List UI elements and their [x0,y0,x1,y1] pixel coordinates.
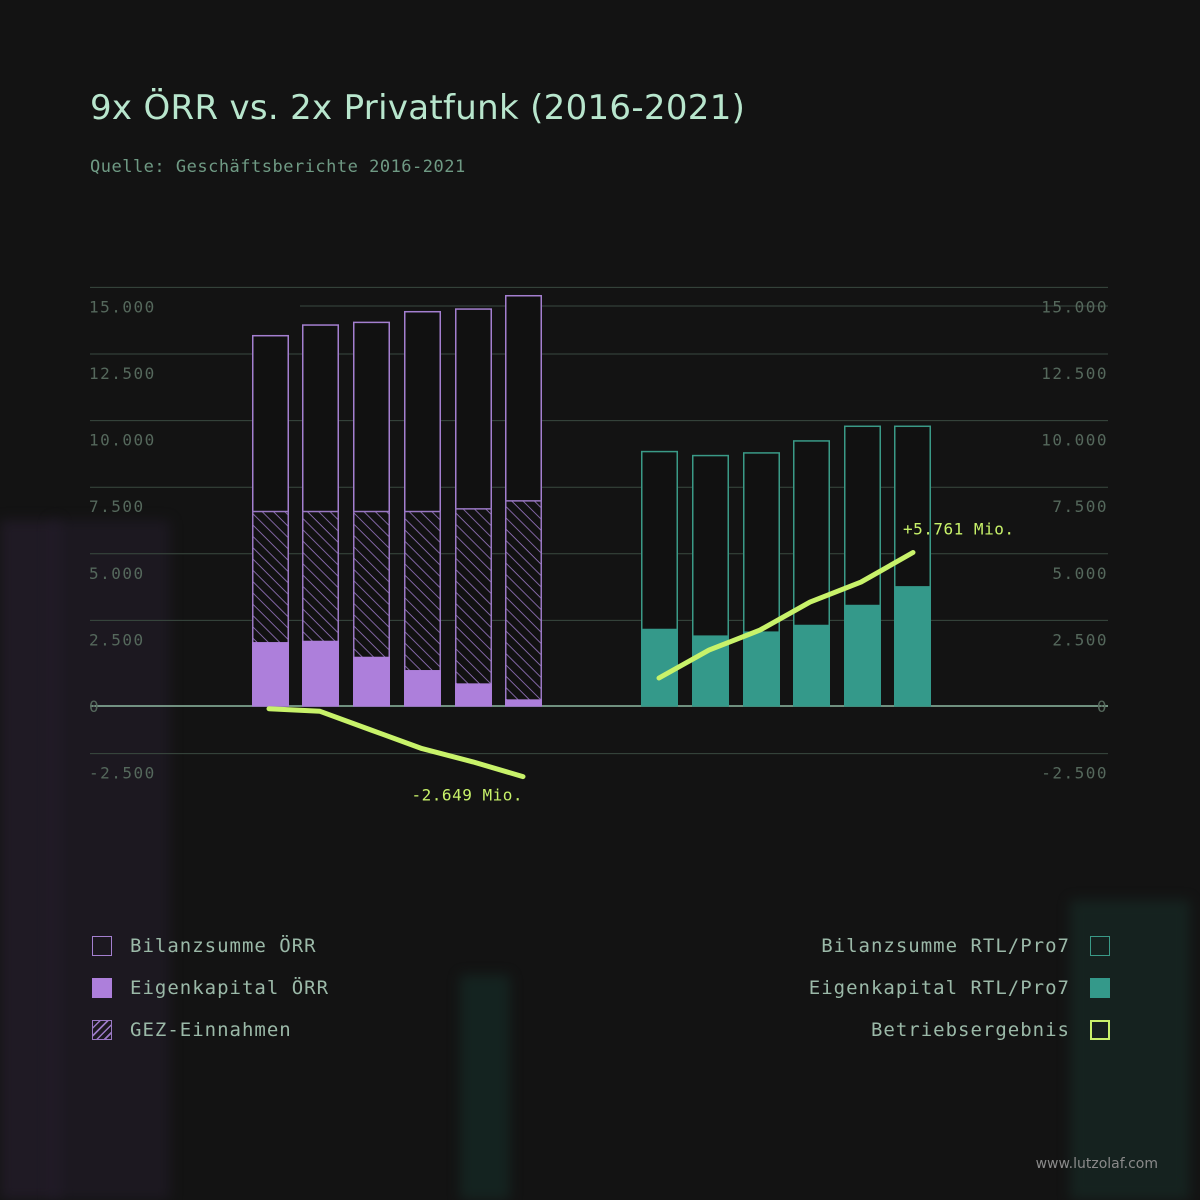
legend-swatch [92,1020,112,1040]
legend-item-bilanzsumme-rtl: Bilanzsumme RTL/Pro7 [821,934,1110,958]
legend-item-betriebsergebnis: Betriebsergebnis [871,1018,1110,1042]
y-tick-label-right: 7.500 [1052,497,1108,516]
y-tick-label-left: 0 [89,697,100,716]
y-tick-label-left: -2.500 [89,764,156,783]
y-tick-label-left: 12.500 [89,364,156,383]
bar-eigenkapital [505,699,542,706]
y-tick-label-left: 2.500 [89,630,145,649]
line-layer [266,550,916,780]
line-betriebsergebnis [656,550,916,681]
bar-eigenkapital [641,628,678,706]
legend-swatch [1090,978,1110,998]
y-tick-label-left: 5.000 [89,564,145,583]
annotation-label: +5.761 Mio. [903,520,1014,539]
y-tick-label-right: 2.500 [1052,630,1108,649]
legend-label: Eigenkapital ÖRR [130,977,330,999]
bar-eigenkapital [743,631,780,706]
chart-title: 9x ÖRR vs. 2x Privatfunk (2016-2021) [90,88,746,128]
legend-label: Betriebsergebnis [870,1019,1070,1041]
bar-eigenkapital [353,656,390,706]
legend-item-eigenkapital-rtl: Eigenkapital RTL/Pro7 [809,976,1110,1000]
watermark: www.lutzolaf.com [1035,1156,1158,1172]
bar-gez-einnahmen [505,500,542,707]
bar-eigenkapital [455,683,492,706]
line-betriebsergebnis [266,706,526,780]
bars-layer [252,294,931,707]
legend-label: Bilanzsumme RTL/Pro7 [821,935,1070,957]
bar-eigenkapital [404,670,441,706]
legend-item-bilanzsumme-orr: Bilanzsumme ÖRR [92,934,317,958]
y-tick-label-right: 15.000 [1041,297,1108,316]
y-tick-label-left: 15.000 [89,297,156,316]
y-tick-label-left: 7.500 [89,497,145,516]
legend-label: Bilanzsumme ÖRR [130,935,317,957]
y-tick-label-right: 10.000 [1041,431,1108,450]
legend-swatch [1090,1020,1110,1040]
legend-item-eigenkapital-orr: Eigenkapital ÖRR [92,976,329,1000]
bar-eigenkapital [844,604,881,706]
y-tick-label-right: 12.500 [1041,364,1108,383]
legend-label: Eigenkapital RTL/Pro7 [808,977,1070,999]
legend-label: GEZ-Einnahmen [130,1019,292,1041]
y-tick-label-right: 0 [1097,697,1108,716]
y-tick-label-right: -2.500 [1041,764,1108,783]
y-tick-label-right: 5.000 [1052,564,1108,583]
chart-subtitle: Quelle: Geschäftsberichte 2016-2021 [90,157,466,177]
legend-swatch [92,936,112,956]
legend-swatch [92,978,112,998]
y-tick-labels: -2.500 -2.500 0 0 2.500 2.500 5.000 5.000 7.500 7… [89,297,1108,783]
bar-gez-einnahmen [455,508,492,707]
legend-swatch [1090,936,1110,956]
y-tick-label-left: 10.000 [89,431,156,450]
bar-eigenkapital [793,624,830,706]
legend-item-gez-einnahmen: GEZ-Einnahmen [92,1018,292,1042]
bar-eigenkapital [302,640,339,706]
annotation-layer: -2.649 Mio. +5.761 Mio. [412,520,1014,805]
annotation-label: -2.649 Mio. [412,786,523,805]
bar-eigenkapital [252,642,289,706]
bar-eigenkapital [894,586,931,706]
